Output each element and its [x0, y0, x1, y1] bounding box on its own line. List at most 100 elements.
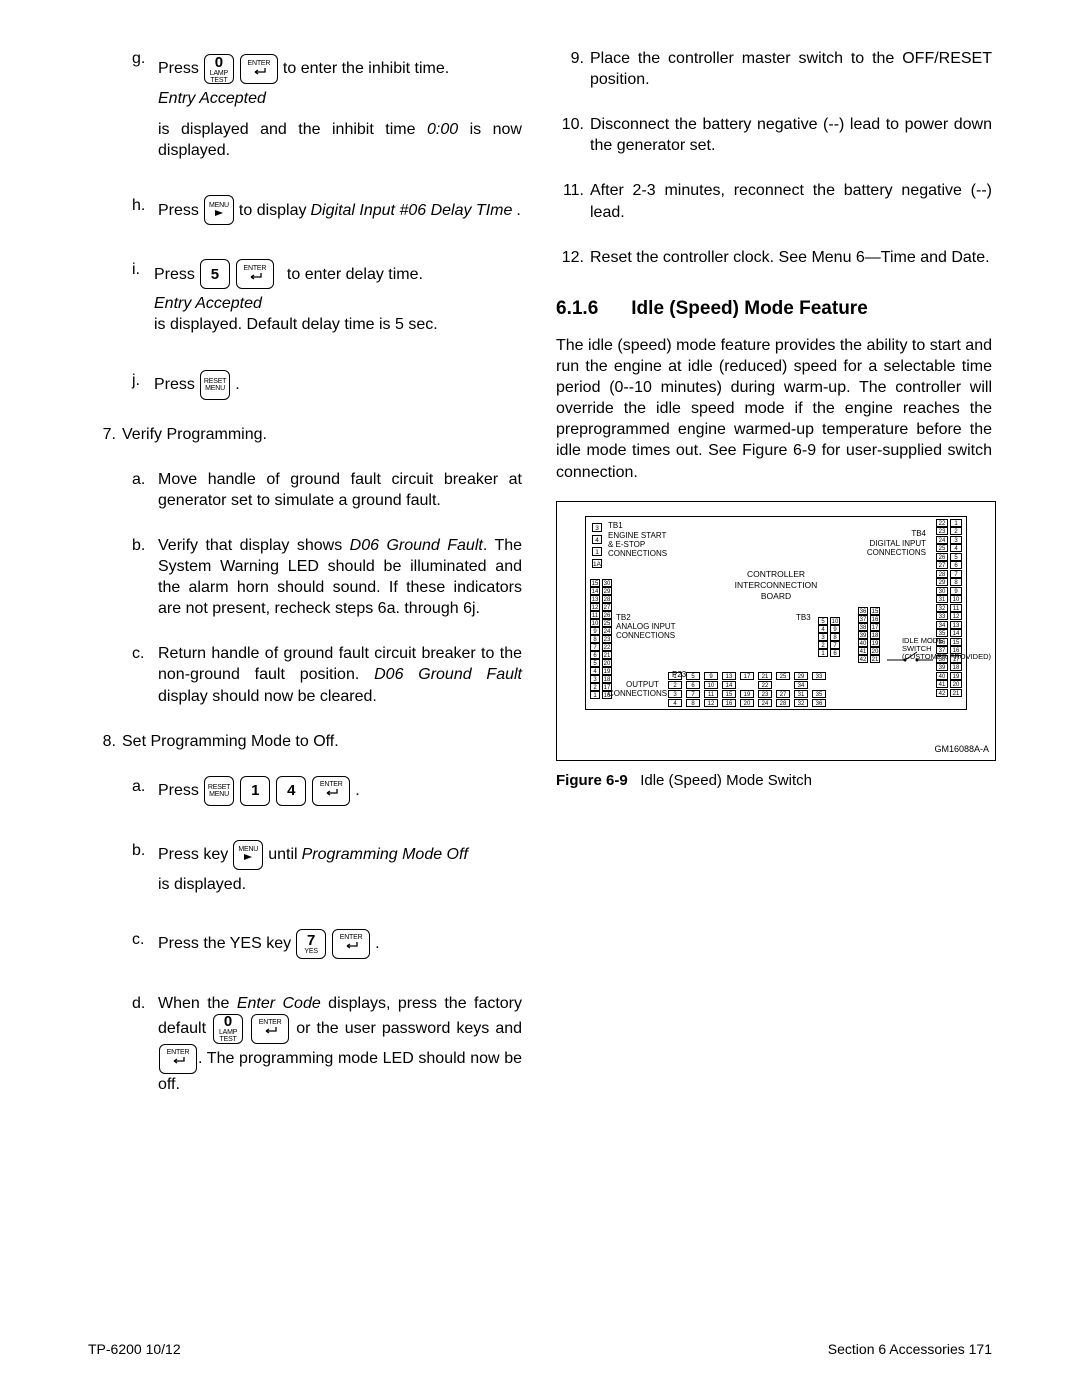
key-main: 1	[251, 783, 259, 798]
pin: 24	[602, 627, 612, 635]
step-11: 11. After 2-3 minutes, reconnect the bat…	[556, 180, 992, 222]
label: CONNECTIONS	[867, 548, 926, 559]
key-reset-menu: RESET MENU	[204, 776, 234, 806]
pin: 39	[936, 663, 948, 671]
text-italic: D06 Ground Fault	[350, 537, 483, 554]
paragraph: Return handle of ground fault circuit br…	[158, 643, 522, 706]
pin: 1	[950, 519, 962, 527]
text: to enter the inhibit time.	[283, 58, 449, 79]
key-enter: ENTER	[332, 929, 370, 959]
key-enter: ENTER	[312, 776, 350, 806]
pin: 21	[870, 655, 880, 663]
pin: 2	[950, 527, 962, 535]
text: Press	[158, 58, 199, 79]
text: to display	[239, 200, 307, 221]
pin: 33	[936, 612, 948, 620]
key-main: 4	[287, 783, 295, 798]
pin: 9	[704, 672, 718, 680]
pin: 8	[830, 633, 840, 641]
caption-text: Idle (Speed) Mode Switch	[640, 772, 812, 789]
pin: 20	[950, 680, 962, 688]
pin: 4	[818, 625, 828, 633]
pin: 10	[590, 619, 600, 627]
key-enter: ENTER	[236, 259, 274, 289]
pin: 4	[590, 667, 600, 675]
pin: 15	[722, 690, 736, 698]
pin: 42	[936, 689, 948, 697]
step-7: 7. Verify Programming.	[88, 424, 522, 445]
step-text: Verify Programming.	[122, 424, 522, 445]
pin: 29	[602, 587, 612, 595]
label-idle-switch: IDLE MODE SWITCH (CUSTOMER PROVIDED)	[902, 637, 991, 662]
pin: 23	[758, 690, 772, 698]
label: CONNECTIONS	[608, 549, 667, 560]
key-five: 5	[200, 259, 230, 289]
key-enter: ENTER	[251, 1014, 289, 1044]
pin: 24	[936, 536, 948, 544]
pin: 19	[740, 690, 754, 698]
section-paragraph: The idle (speed) mode feature provides t…	[556, 335, 992, 483]
key-label: RESET	[204, 378, 226, 385]
key-main: 0	[215, 55, 223, 70]
pin: 17	[870, 623, 880, 631]
figure-caption: Figure 6-9 Idle (Speed) Mode Switch	[556, 771, 992, 791]
pin: 2	[590, 683, 600, 691]
pin: 42	[858, 655, 868, 663]
substep-8a: a. Press RESET MENU 1 4 ENTER	[132, 776, 522, 806]
pin: 20	[870, 647, 880, 655]
pin: 10	[830, 617, 840, 625]
pin: 9	[590, 627, 600, 635]
left-column: g. Press 0 LAMP TEST ENTER to ent	[88, 48, 522, 1111]
pin: 40	[858, 639, 868, 647]
pin: 11	[590, 611, 600, 619]
sub-letter: b.	[132, 535, 158, 619]
pin: 36	[858, 607, 868, 615]
text: INTERCONNECTION	[586, 580, 966, 591]
pin: 24	[758, 699, 772, 707]
key-menu: MENU	[204, 195, 234, 225]
pin: 20	[740, 699, 754, 707]
text-italic: 0:00	[427, 121, 458, 138]
text-italic: Digital Input #06 Delay TIme	[311, 200, 513, 221]
document-page: g. Press 0 LAMP TEST ENTER to ent	[0, 0, 1080, 1397]
pin: 4	[668, 699, 682, 707]
pin: 34	[794, 681, 808, 689]
text: . The programming mode LED should now be…	[158, 1050, 522, 1093]
key-sub: LAMP	[219, 1029, 237, 1036]
text: Press	[158, 780, 199, 801]
footer-right: Section 6 Accessories 171	[828, 1341, 992, 1357]
pin: 34	[936, 621, 948, 629]
key-label: ENTER	[248, 60, 271, 67]
text: (CUSTOMER PROVIDED)	[902, 653, 991, 661]
paragraph: Place the controller master switch to th…	[590, 48, 992, 90]
step-12: 12. Reset the controller clock. See Menu…	[556, 247, 992, 268]
pin: 15	[870, 607, 880, 615]
pin: 28	[602, 595, 612, 603]
label-tb1: TB1	[608, 521, 623, 532]
pin: 14	[590, 587, 600, 595]
pin: 16	[870, 615, 880, 623]
sub-letter: j.	[132, 370, 154, 400]
paragraph: Move handle of ground fault circuit brea…	[158, 469, 522, 511]
substep-7c: c. Return handle of ground fault circuit…	[132, 643, 522, 706]
pin: 25	[776, 672, 790, 680]
text: BOARD	[586, 591, 966, 602]
figure-6-9: 3 4 1 1A TB1 ENGINE START & E-STOP CONNE…	[556, 501, 996, 761]
paragraph: Reset the controller clock. See Menu 6—T…	[590, 247, 992, 268]
pin: 36	[812, 699, 826, 707]
step-10: 10. Disconnect the battery negative (--)…	[556, 114, 992, 156]
key-label: ENTER	[259, 1019, 282, 1026]
page-footer: TP-6200 10/12 Section 6 Accessories 171	[88, 1341, 992, 1357]
substep-j: j. Press RESET MENU .	[132, 370, 522, 400]
sub-body: Press 5 ENTER to enter delay time. Entry…	[154, 259, 522, 335]
label-controller: CONTROLLER INTERCONNECTION BOARD	[586, 569, 966, 603]
pin: 21	[758, 672, 772, 680]
step-text: Set Programming Mode to Off.	[122, 731, 522, 752]
pin: 6	[830, 649, 840, 657]
pin: 9	[830, 625, 840, 633]
paragraph: Verify that display shows D06 Ground Fau…	[158, 535, 522, 619]
text: Press the YES key	[158, 933, 291, 954]
substep-i: i. Press 5 ENTER to enter delay time. En…	[132, 259, 522, 335]
pin: 11	[704, 690, 718, 698]
paragraph: When the Enter Code displays, press the …	[158, 993, 522, 1095]
